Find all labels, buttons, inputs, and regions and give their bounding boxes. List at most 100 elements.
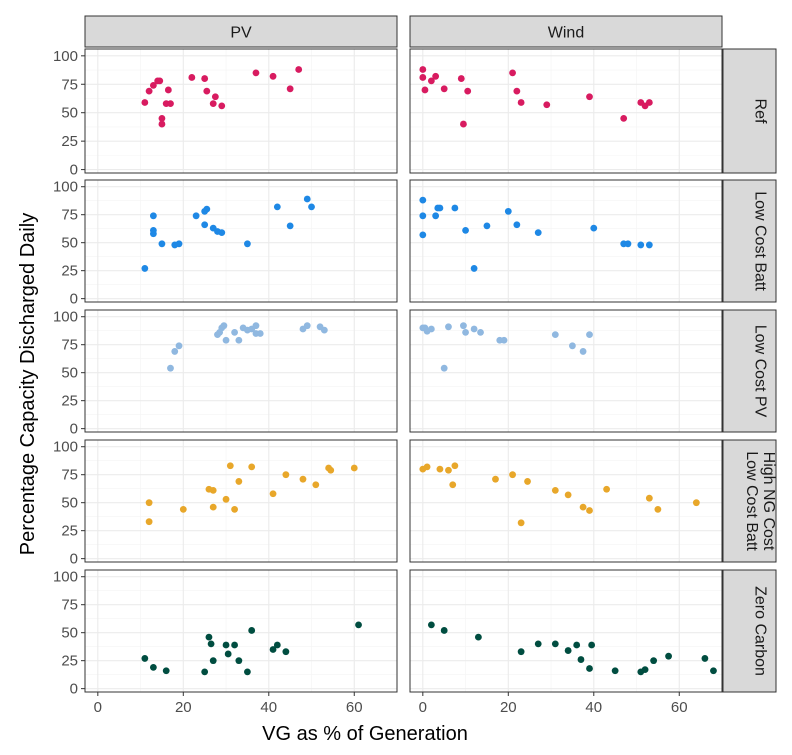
point-ref-pv bbox=[218, 102, 225, 109]
point-low-cost-batt-pv bbox=[218, 229, 225, 236]
y-tick-label: 100 bbox=[53, 48, 78, 65]
point-zero-carbon-wind bbox=[702, 655, 709, 662]
point-low-cost-batt-pv bbox=[193, 212, 200, 219]
point-low-cost-batt-wind bbox=[437, 205, 444, 212]
point-zero-carbon-wind bbox=[665, 653, 672, 660]
y-tick-label: 50 bbox=[61, 105, 78, 122]
point-high-ng-cost-low-cost-batt-pv bbox=[146, 518, 153, 525]
row-strip-label: High NG Cost bbox=[760, 452, 777, 551]
point-low-cost-pv-pv bbox=[235, 337, 242, 344]
point-zero-carbon-wind bbox=[642, 666, 649, 673]
point-low-cost-batt-pv bbox=[304, 196, 311, 203]
y-tick-label: 50 bbox=[61, 365, 78, 382]
point-zero-carbon-pv bbox=[235, 657, 242, 664]
point-ref-wind bbox=[518, 99, 525, 106]
point-low-cost-pv-pv bbox=[223, 337, 230, 344]
y-tick-label: 0 bbox=[70, 551, 78, 568]
point-high-ng-cost-low-cost-batt-pv bbox=[180, 506, 187, 513]
point-zero-carbon-pv bbox=[274, 642, 281, 649]
point-high-ng-cost-low-cost-batt-wind bbox=[445, 467, 452, 474]
point-ref-pv bbox=[141, 99, 148, 106]
y-tick-label: 75 bbox=[61, 337, 78, 354]
point-high-ng-cost-low-cost-batt-pv bbox=[223, 496, 230, 503]
point-zero-carbon-pv bbox=[163, 667, 170, 674]
point-zero-carbon-pv bbox=[150, 664, 157, 671]
point-low-cost-batt-pv bbox=[274, 203, 281, 210]
point-low-cost-batt-wind bbox=[419, 231, 426, 238]
point-low-cost-pv-wind bbox=[501, 337, 508, 344]
x-tick-label: 40 bbox=[260, 699, 277, 716]
point-low-cost-batt-wind bbox=[451, 205, 458, 212]
point-low-cost-pv-wind bbox=[586, 331, 593, 338]
point-low-cost-pv-pv bbox=[257, 330, 264, 337]
point-zero-carbon-pv bbox=[201, 668, 208, 675]
y-axis-title: Percentage Capacity Discharged Daily bbox=[17, 213, 39, 555]
y-tick-label: 100 bbox=[53, 179, 78, 196]
point-high-ng-cost-low-cost-batt-pv bbox=[210, 504, 217, 511]
row-strip-label: Low Cost PV bbox=[752, 325, 769, 418]
point-zero-carbon-pv bbox=[282, 648, 289, 655]
point-low-cost-pv-pv bbox=[304, 322, 311, 329]
y-tick-label: 100 bbox=[53, 309, 78, 326]
y-tick-label: 75 bbox=[61, 76, 78, 93]
point-zero-carbon-pv bbox=[223, 642, 230, 649]
point-zero-carbon-pv bbox=[248, 627, 255, 634]
point-low-cost-pv-pv bbox=[231, 329, 238, 336]
y-tick-label: 75 bbox=[61, 597, 78, 614]
y-tick-label: 25 bbox=[61, 523, 78, 540]
point-ref-wind bbox=[543, 101, 550, 108]
point-zero-carbon-wind bbox=[518, 648, 525, 655]
panel-low-cost-pv-wind bbox=[410, 310, 722, 432]
point-zero-carbon-pv bbox=[141, 655, 148, 662]
point-ref-wind bbox=[441, 85, 448, 92]
point-low-cost-batt-pv bbox=[150, 230, 157, 237]
point-ref-wind bbox=[419, 74, 426, 81]
point-ref-wind bbox=[464, 88, 471, 95]
point-zero-carbon-wind bbox=[578, 656, 585, 663]
point-high-ng-cost-low-cost-batt-pv bbox=[210, 487, 217, 494]
point-ref-pv bbox=[156, 77, 163, 84]
y-tick-label: 75 bbox=[61, 207, 78, 224]
point-low-cost-pv-pv bbox=[321, 327, 328, 334]
point-high-ng-cost-low-cost-batt-pv bbox=[351, 465, 358, 472]
y-tick-label: 25 bbox=[61, 393, 78, 410]
point-low-cost-batt-wind bbox=[646, 242, 653, 249]
x-tick-label: 20 bbox=[175, 699, 192, 716]
point-high-ng-cost-low-cost-batt-pv bbox=[235, 478, 242, 485]
point-ref-pv bbox=[201, 75, 208, 82]
point-low-cost-batt-pv bbox=[244, 240, 251, 247]
point-low-cost-batt-wind bbox=[432, 212, 439, 219]
y-tick-label: 0 bbox=[70, 291, 78, 308]
point-high-ng-cost-low-cost-batt-wind bbox=[518, 519, 525, 526]
point-high-ng-cost-low-cost-batt-pv bbox=[231, 506, 238, 513]
point-ref-wind bbox=[509, 69, 516, 76]
point-low-cost-pv-pv bbox=[176, 342, 183, 349]
point-low-cost-pv-wind bbox=[552, 331, 559, 338]
y-tick-label: 50 bbox=[61, 495, 78, 512]
point-zero-carbon-wind bbox=[710, 667, 717, 674]
y-tick-label: 25 bbox=[61, 263, 78, 280]
point-high-ng-cost-low-cost-batt-wind bbox=[437, 466, 444, 473]
point-low-cost-pv-wind bbox=[580, 348, 587, 355]
point-high-ng-cost-low-cost-batt-wind bbox=[580, 504, 587, 511]
row-strip-label: Low Cost Batt bbox=[743, 451, 760, 551]
point-ref-pv bbox=[165, 87, 172, 94]
point-low-cost-pv-wind bbox=[460, 322, 467, 329]
y-tick-label: 50 bbox=[61, 625, 78, 642]
point-high-ng-cost-low-cost-batt-wind bbox=[552, 487, 559, 494]
panel-ref-wind bbox=[410, 49, 722, 173]
x-tick-label: 60 bbox=[346, 699, 363, 716]
point-ref-pv bbox=[203, 88, 210, 95]
point-zero-carbon-pv bbox=[210, 657, 217, 664]
point-low-cost-pv-pv bbox=[171, 348, 178, 355]
x-tick-label: 60 bbox=[671, 699, 688, 716]
column-strip-label-wind: Wind bbox=[548, 25, 584, 42]
point-low-cost-pv-wind bbox=[462, 329, 469, 336]
point-zero-carbon-wind bbox=[552, 640, 559, 647]
point-high-ng-cost-low-cost-batt-pv bbox=[327, 467, 334, 474]
point-low-cost-batt-wind bbox=[625, 240, 632, 247]
point-ref-wind bbox=[419, 66, 426, 73]
panel-ref-pv bbox=[85, 49, 397, 173]
point-low-cost-batt-pv bbox=[308, 203, 315, 210]
row-strip-label: Zero Carbon bbox=[752, 586, 769, 676]
